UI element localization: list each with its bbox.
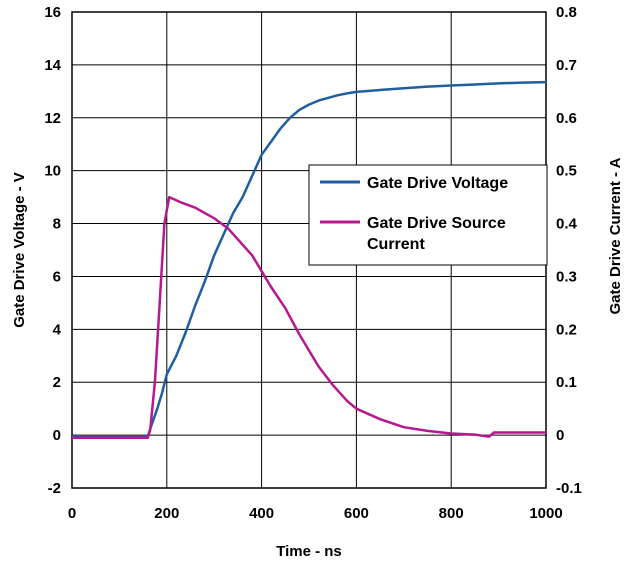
legend-label-gate-drive-voltage: Gate Drive Voltage [367,175,508,192]
y-right-tick-label: 0 [556,427,564,444]
y-right-tick-label: 0.3 [556,268,577,285]
series-line-gate-drive-voltage [72,80,547,438]
y-right-tick-label: 0.2 [556,321,577,338]
y-left-tick-label: 10 [44,163,61,180]
y-left-tick-label: 6 [53,268,61,285]
x-tick-label: 200 [154,505,179,522]
x-tick-label: 0 [68,505,76,522]
x-tick-label: 400 [249,505,274,522]
series-line-gate-drive-source-current [72,195,546,440]
y-left-tick-label: 12 [44,110,61,127]
y-right-tick-labels: -0.1 0 0.1 0.2 0.3 0.4 0.5 0.6 0.7 0.8 [556,4,582,497]
y-right-tick-label: 0.4 [556,216,578,233]
y-left-tick-label: 14 [44,57,61,74]
y-left-tick-labels: -2 0 2 4 6 8 10 12 14 16 [44,4,61,497]
legend-label-gate-drive-source-current: Gate Drive Source Current [367,215,506,253]
y-left-tick-label: -2 [48,480,61,497]
y-left-axis-title: Gate Drive Voltage - V [11,172,28,328]
y-right-tick-label: -0.1 [556,480,582,497]
y-right-tick-label: 0.5 [556,163,577,180]
y-left-tick-label: 2 [53,374,61,391]
legend: Gate Drive Voltage Gate Drive Source Curr… [308,164,548,266]
y-right-tick-label: 0.7 [556,57,577,74]
y-left-tick-label: 16 [44,4,61,21]
x-axis-title: Time - ns [276,543,342,560]
x-tick-label: 600 [344,505,369,522]
y-right-axis-title: Gate Drive Current - A [607,157,624,314]
y-left-tick-label: 8 [53,216,61,233]
y-right-tick-label: 0.6 [556,110,577,127]
x-tick-label: 1000 [529,505,562,522]
y-right-tick-label: 0.1 [556,374,577,391]
x-tick-labels: 0 200 400 600 800 1000 [68,505,563,522]
x-tick-label: 800 [439,505,464,522]
series-lines [72,80,547,440]
y-right-tick-label: 0.8 [556,4,577,21]
y-left-tick-label: 0 [53,427,61,444]
y-left-tick-label: 4 [53,321,62,338]
